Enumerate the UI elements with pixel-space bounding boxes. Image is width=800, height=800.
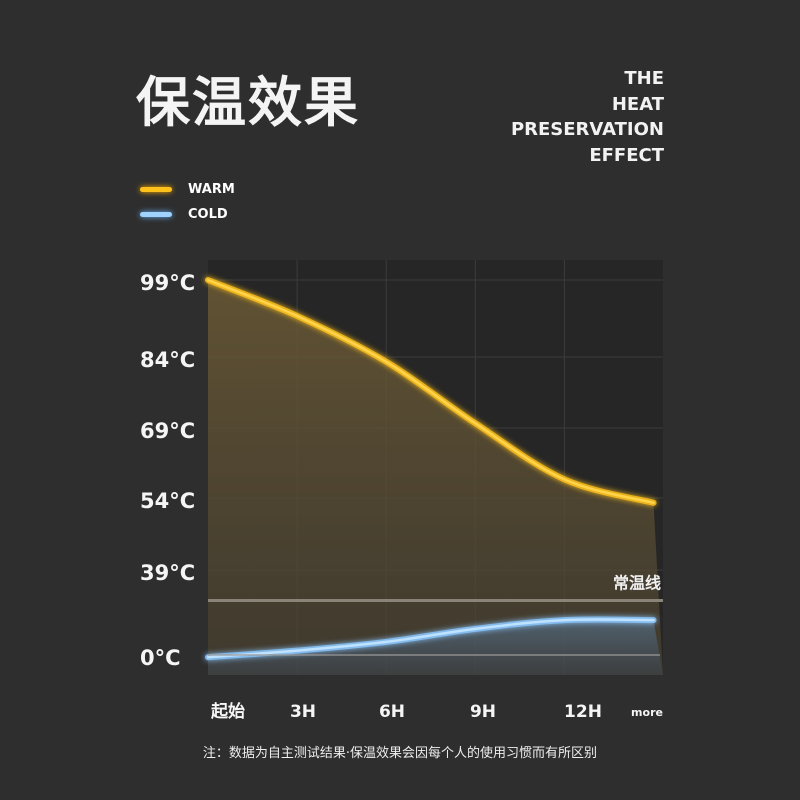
x-tick-label: 12H (564, 702, 602, 722)
x-tick-label: 9H (470, 702, 496, 722)
page-title: 保温效果 (136, 71, 360, 134)
y-tick-label: 54°C (140, 489, 195, 513)
y-tick-label: 39°C (140, 561, 195, 585)
cold-line-core (206, 618, 655, 659)
footnote: 注：数据为自主测试结果·保温效果会因每个人的使用习惯而有所区别 (202, 746, 598, 761)
subtitle-line: THE (624, 68, 664, 89)
x-tick-label: 3H (290, 702, 316, 722)
legend-label: COLD (188, 207, 228, 222)
legend-item-warm: WARM (140, 182, 235, 197)
warm-area (208, 280, 663, 675)
subtitle-line: HEAT (611, 93, 664, 115)
subtitle-line: PRESERVATION (510, 119, 664, 140)
warm-swatch (140, 187, 172, 192)
warm-line-core (206, 278, 655, 505)
x-tick-label: 起始 (210, 701, 245, 722)
y-tick-label: 0°C (140, 646, 181, 670)
cold-area (208, 619, 663, 675)
x-tick-label: 6H (379, 702, 405, 722)
legend-label: WARM (188, 182, 235, 197)
subtitle-line: EFFECT (589, 144, 664, 166)
cold-swatch (140, 212, 172, 217)
x-tick-label: more (631, 706, 663, 719)
y-tick-label: 69°C (140, 419, 195, 443)
y-tick-label: 84°C (140, 348, 195, 372)
legend-item-cold: COLD (140, 207, 228, 222)
y-tick-label: 99°C (140, 271, 195, 295)
english-subtitle: THE HEAT PRESERVATION EFFECT (511, 66, 664, 168)
room-temperature-label: 常温线 (613, 574, 661, 593)
